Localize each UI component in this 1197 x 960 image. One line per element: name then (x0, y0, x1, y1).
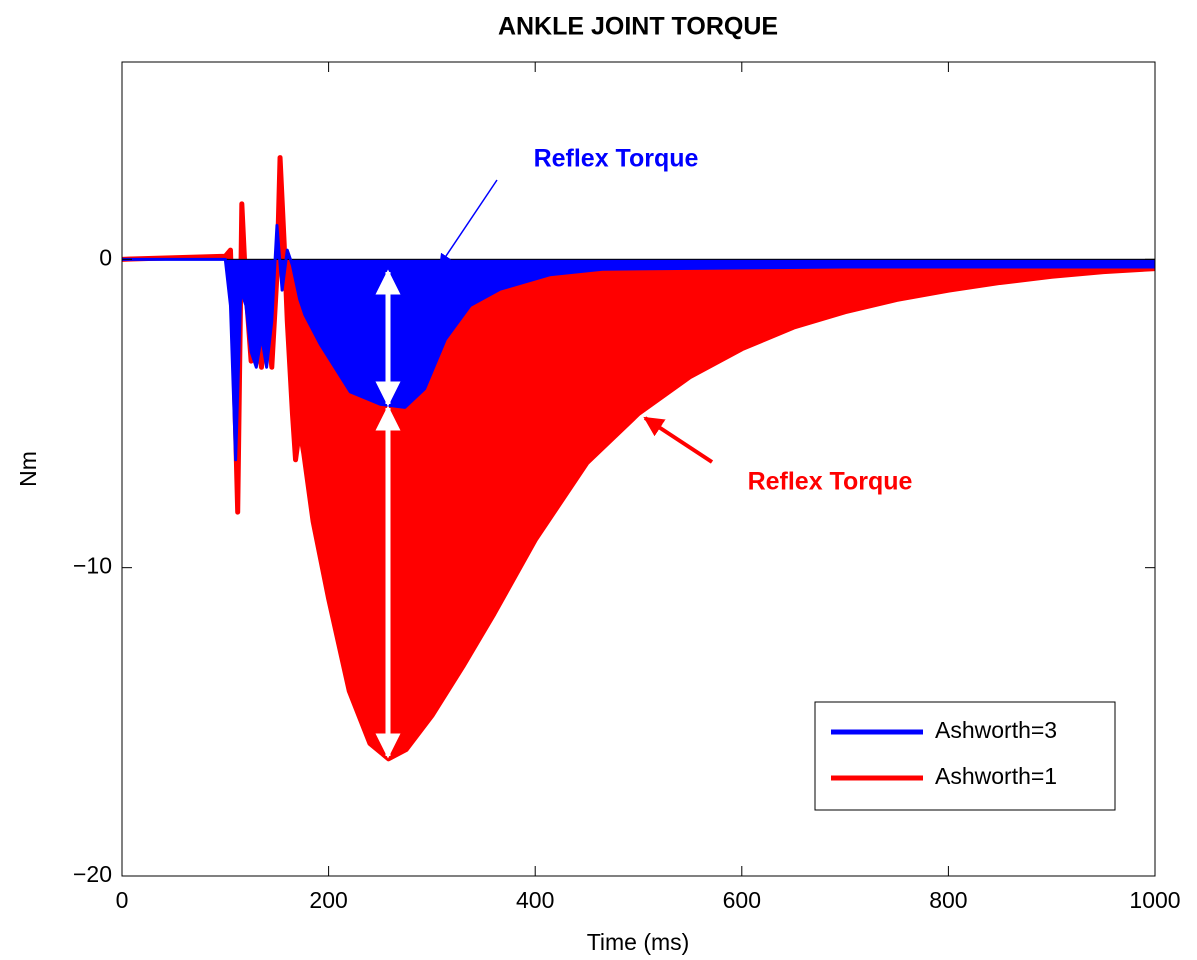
y-tick-label: −20 (73, 861, 112, 887)
annotation: Reflex Torque (748, 468, 913, 496)
legend-label: Ashworth=1 (935, 763, 1057, 789)
x-tick-label: 200 (309, 887, 347, 913)
blue-arrow (439, 179, 498, 266)
red-arrow (643, 416, 714, 464)
annotation: Reflex Torque (534, 145, 699, 173)
chart-title: ANKLE JOINT TORQUE (498, 13, 778, 41)
line (122, 223, 1155, 462)
x-tick-label: 600 (723, 887, 761, 913)
plot-frame (121, 61, 1156, 877)
annotation-arrows (375, 179, 714, 759)
y-tick-label: 0 (99, 244, 112, 270)
x-tick-label: 800 (929, 887, 967, 913)
x-tick-label: 0 (116, 887, 129, 913)
legend-label: Ashworth=3 (935, 717, 1057, 743)
x-tick-label: 400 (516, 887, 554, 913)
x-axis-label: Time (ms) (587, 929, 690, 955)
legend-box (814, 701, 1116, 811)
y-tick-label: −10 (73, 553, 112, 579)
y-axis-label: Nm (15, 451, 41, 487)
x-tick-label: 1000 (1129, 887, 1180, 913)
